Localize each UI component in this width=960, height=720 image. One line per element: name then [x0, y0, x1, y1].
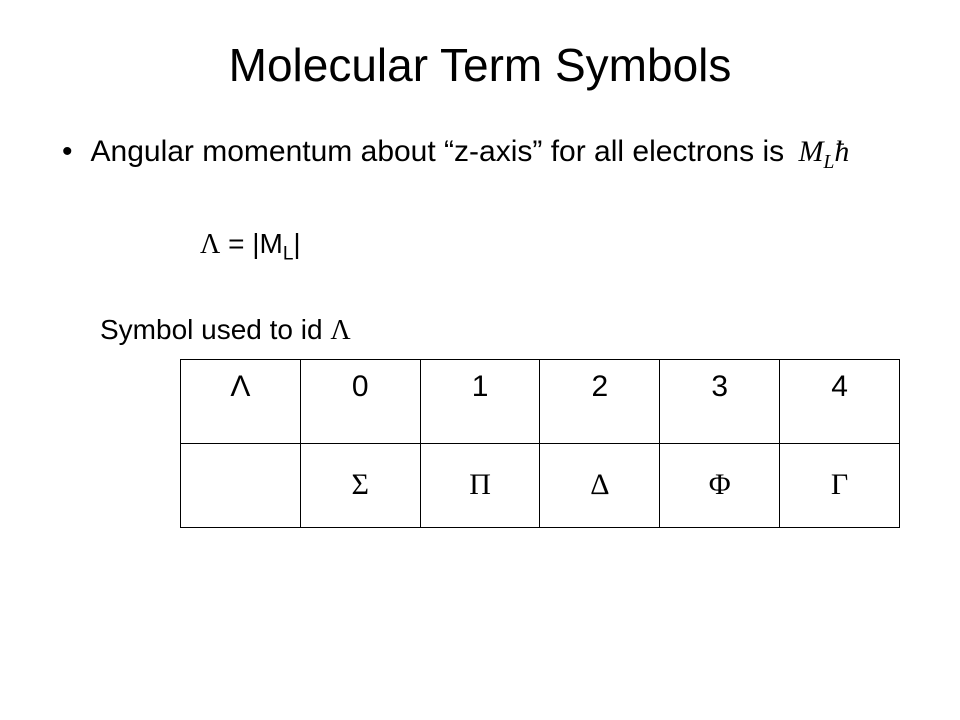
row1-c5: 4	[780, 359, 900, 443]
caption-prefix: Symbol used to id	[100, 314, 330, 345]
lambda-eq-sub: L	[283, 244, 294, 265]
row1-c3: 2	[540, 359, 660, 443]
lambda-eq-close: |	[293, 228, 300, 259]
hbar-symbol: ħ	[834, 135, 849, 168]
row1-c4: 3	[660, 359, 780, 443]
row2-c4: Φ	[660, 443, 780, 527]
ml-expr-m: M	[798, 135, 823, 168]
row1-c2: 1	[420, 359, 540, 443]
bullet-text: Angular momentum about “z-axis” for all …	[91, 132, 900, 176]
row2-c1: Σ	[300, 443, 420, 527]
slide-title: Molecular Term Symbols	[60, 38, 900, 92]
lambda-symbol: Λ	[200, 229, 220, 260]
lambda-definition: Λ = |ML|	[200, 228, 900, 266]
ml-hbar-expression: MLħ	[798, 132, 849, 176]
bullet-item: • Angular momentum about “z-axis” for al…	[60, 132, 900, 176]
bullet-prefix: Angular momentum about “z-axis” for all …	[91, 135, 785, 168]
caption-lambda: Λ	[330, 315, 350, 346]
row2-c5: Γ	[780, 443, 900, 527]
term-table: Λ 0 1 2 3 4 Σ Π Δ Φ Γ	[180, 359, 900, 528]
table-row: Σ Π Δ Φ Γ	[181, 443, 900, 527]
row2-c3: Δ	[540, 443, 660, 527]
table-row: Λ 0 1 2 3 4	[181, 359, 900, 443]
row2-c2: Π	[420, 443, 540, 527]
ml-expr-sub: L	[823, 152, 834, 173]
row1-c1: 0	[300, 359, 420, 443]
lambda-eq-mid: = |M	[220, 228, 283, 259]
bullet-marker: •	[62, 132, 73, 173]
table-caption: Symbol used to id Λ	[100, 314, 900, 347]
row1-head: Λ	[181, 359, 301, 443]
row2-head	[181, 443, 301, 527]
